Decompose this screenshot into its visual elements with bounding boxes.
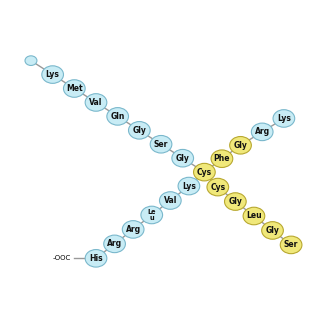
- Ellipse shape: [225, 193, 246, 210]
- Ellipse shape: [104, 235, 125, 253]
- Ellipse shape: [141, 206, 163, 224]
- Ellipse shape: [194, 163, 215, 181]
- Ellipse shape: [262, 222, 283, 239]
- Ellipse shape: [122, 221, 144, 238]
- Text: Lys: Lys: [277, 114, 291, 123]
- Text: Ser: Ser: [284, 240, 298, 249]
- Text: Lys: Lys: [46, 70, 60, 79]
- Ellipse shape: [25, 56, 37, 66]
- Text: Gly: Gly: [228, 197, 242, 206]
- Text: Lys: Lys: [182, 181, 196, 191]
- Text: His: His: [89, 254, 103, 263]
- Ellipse shape: [211, 150, 233, 167]
- Ellipse shape: [230, 137, 251, 154]
- Text: Val: Val: [89, 98, 103, 107]
- Ellipse shape: [63, 80, 85, 97]
- Ellipse shape: [251, 123, 273, 141]
- Ellipse shape: [207, 178, 229, 196]
- Ellipse shape: [42, 66, 63, 83]
- Text: Gly: Gly: [234, 141, 247, 150]
- Text: Gln: Gln: [110, 112, 125, 121]
- Ellipse shape: [159, 192, 181, 209]
- Text: Arg: Arg: [255, 127, 270, 136]
- Ellipse shape: [129, 122, 150, 139]
- Text: Gly: Gly: [266, 226, 279, 235]
- Text: Gly: Gly: [176, 154, 190, 163]
- Ellipse shape: [178, 177, 200, 195]
- Ellipse shape: [280, 236, 302, 254]
- Ellipse shape: [85, 94, 107, 111]
- Text: -OOC: -OOC: [53, 255, 71, 261]
- Ellipse shape: [150, 135, 172, 153]
- Text: Met: Met: [66, 84, 83, 93]
- Ellipse shape: [85, 250, 107, 267]
- Text: Phe: Phe: [214, 154, 230, 163]
- Text: Leu: Leu: [246, 212, 262, 220]
- Ellipse shape: [107, 108, 129, 125]
- Text: Val: Val: [164, 196, 177, 205]
- Text: Cys: Cys: [210, 183, 225, 192]
- Text: Ser: Ser: [154, 140, 168, 149]
- Text: Arg: Arg: [125, 225, 141, 234]
- Text: Arg: Arg: [107, 239, 122, 248]
- Ellipse shape: [273, 110, 295, 127]
- Ellipse shape: [243, 207, 265, 225]
- Text: Gly: Gly: [132, 126, 146, 135]
- Text: Le
u: Le u: [148, 209, 156, 220]
- Text: Cys: Cys: [197, 168, 212, 177]
- Ellipse shape: [172, 149, 194, 167]
